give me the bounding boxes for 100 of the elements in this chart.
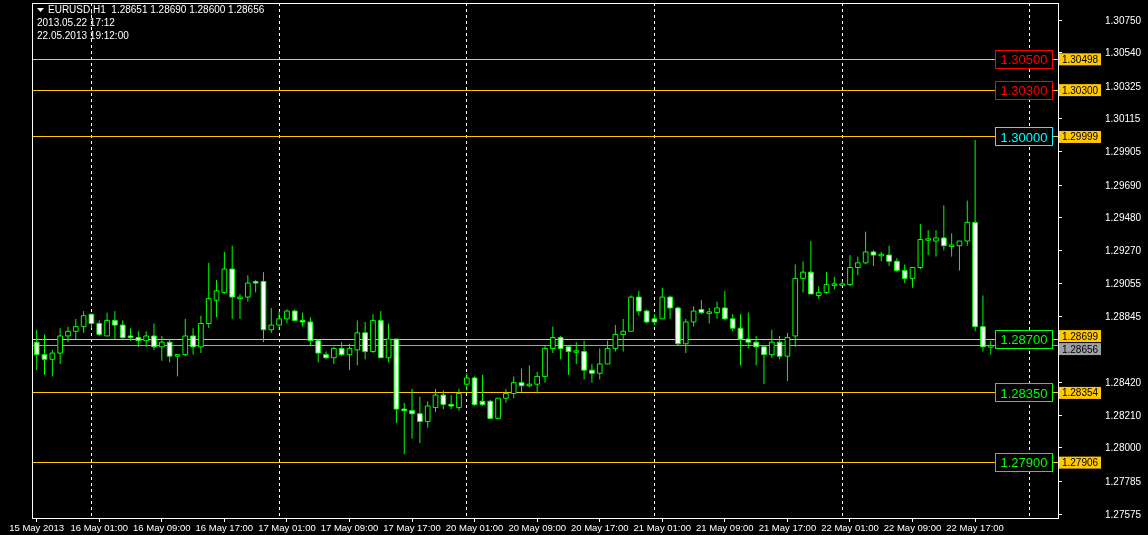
candlestick xyxy=(151,323,157,351)
candlestick xyxy=(542,344,548,384)
candlestick xyxy=(808,240,814,295)
candlestick xyxy=(987,340,994,356)
candlestick xyxy=(581,340,587,381)
y-tick-label: 1.28210 xyxy=(1105,409,1142,421)
candlestick xyxy=(964,200,971,247)
candlestick xyxy=(323,351,329,360)
candlestick xyxy=(182,318,189,357)
candlestick xyxy=(940,204,947,251)
annotation: 22.05.2013 19:12:00 xyxy=(37,30,130,41)
candlestick xyxy=(72,318,79,340)
candlestick xyxy=(503,388,509,404)
annotation: 1.30000 xyxy=(1000,129,1048,145)
candlestick xyxy=(980,295,986,353)
annotation: 1.28700 xyxy=(1000,331,1048,347)
candlestick xyxy=(401,402,408,455)
candlestick xyxy=(800,260,806,293)
x-tick-label: 22 May 09:00 xyxy=(883,522,942,533)
candlestick xyxy=(291,309,298,321)
y-tick-label: 1.28420 xyxy=(1105,377,1142,389)
candlestick xyxy=(847,254,853,287)
candlestick xyxy=(315,340,322,363)
candlestick xyxy=(331,346,337,365)
x-tick-label: 17 May 09:00 xyxy=(320,522,379,533)
candlestick xyxy=(487,399,494,419)
candlestick xyxy=(370,313,376,354)
candlestick xyxy=(729,313,736,332)
candlestick xyxy=(534,371,541,395)
candlestick xyxy=(675,305,681,346)
candlestick xyxy=(510,375,517,399)
candlestick xyxy=(714,301,720,320)
y-tick-label: 1.30325 xyxy=(1105,80,1142,92)
candlestick xyxy=(448,394,454,410)
annotation: 1.30500 xyxy=(1000,52,1048,67)
x-tick-label: 22 May 01:00 xyxy=(821,522,879,533)
candlestick xyxy=(229,245,236,320)
candlestick xyxy=(589,363,595,384)
x-tick-label: 16 May 17:00 xyxy=(195,522,254,533)
candlestick xyxy=(659,287,666,320)
y-tick-label: 1.30750 xyxy=(1105,14,1142,26)
x-tick-label: 20 May 01:00 xyxy=(445,522,504,533)
candlestick xyxy=(768,329,775,359)
candlestick xyxy=(573,341,580,365)
candlestick xyxy=(65,326,71,343)
candlestick xyxy=(549,326,556,354)
candlestick xyxy=(495,397,501,419)
y-tick-label: 1.30540 xyxy=(1105,47,1142,59)
candlestick xyxy=(596,347,603,381)
x-tick-label: 21 May 17:00 xyxy=(758,522,817,533)
x-tick-label: 20 May 17:00 xyxy=(570,522,629,533)
candlestick xyxy=(925,229,932,256)
candlestick xyxy=(737,313,744,367)
candlestick xyxy=(706,307,713,325)
chart-title: EURUSD,H1 1.28651 1.28690 1.28600 1.28656 xyxy=(48,4,265,15)
candlestick xyxy=(198,315,204,354)
candlestick xyxy=(377,310,384,359)
candlestick xyxy=(338,341,345,357)
candlestick xyxy=(972,139,978,332)
annotation: 1.28350 xyxy=(1000,385,1048,401)
x-tick-label: 16 May 01:00 xyxy=(70,522,129,533)
x-tick-label: 15 May 2013 xyxy=(9,522,65,533)
x-tick-label: 20 May 09:00 xyxy=(508,522,566,533)
candlestick xyxy=(901,263,908,284)
candlestick xyxy=(57,327,63,365)
candlestick xyxy=(628,295,634,332)
candlestick xyxy=(276,310,282,331)
y-tick-label: 1.28000 xyxy=(1105,442,1142,454)
x-tick-label: 17 May 01:00 xyxy=(258,522,316,533)
x-tick-label: 21 May 09:00 xyxy=(696,522,754,533)
candlestick xyxy=(886,245,892,267)
candlestick xyxy=(284,309,290,325)
candlestick xyxy=(761,344,767,385)
y-tick-label: 1.29055 xyxy=(1105,278,1142,290)
candlestick xyxy=(205,262,212,329)
candlestick xyxy=(346,343,353,371)
candlestick xyxy=(104,312,110,337)
candlestick xyxy=(682,318,689,354)
candlestick xyxy=(839,281,846,287)
candlestick xyxy=(456,388,462,412)
candlestick xyxy=(112,310,118,340)
candlestick xyxy=(815,285,822,300)
candlestick xyxy=(237,293,243,320)
y-tick-label: 1.29690 xyxy=(1105,179,1142,191)
y-tick-label: 1.29270 xyxy=(1105,244,1142,256)
y-tick-label: 1.29480 xyxy=(1105,212,1142,224)
candlestick xyxy=(244,274,251,303)
candlestick xyxy=(933,229,939,258)
candlestick xyxy=(417,396,423,444)
candlestick xyxy=(792,263,799,348)
candlestick xyxy=(854,256,861,276)
y-tick-label: 1.27575 xyxy=(1105,508,1142,520)
text: 2013.05.22 17:12 xyxy=(37,17,116,28)
candlestick xyxy=(96,319,103,337)
x-tick-label: 16 May 09:00 xyxy=(133,522,191,533)
y-tick-label: 1.30115 xyxy=(1105,113,1141,125)
candlestick xyxy=(190,327,196,356)
candlestick xyxy=(745,312,752,349)
candlestick xyxy=(722,290,728,321)
candlestick xyxy=(463,372,470,391)
